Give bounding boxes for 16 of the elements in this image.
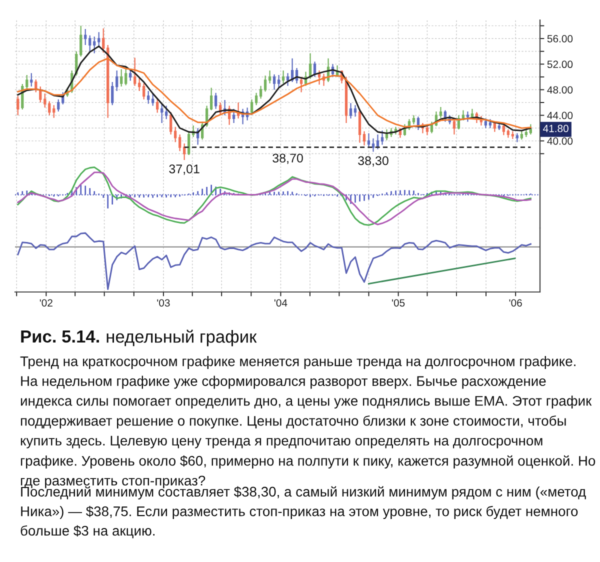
annotation: 38,30 (358, 156, 388, 167)
text: Последний минимум составляет $38,30, а самый низкий минимум рядом с ним («метод Ника») — $38,75. Если разместить стоп-приказ на этом уровне, то риск будет немного больше $3 на акцию. (20, 486, 586, 538)
annotation: 37,01 (169, 164, 200, 175)
x-tick-label: '04 (274, 299, 288, 307)
y-tick-label: 48.00 (547, 86, 573, 94)
y-tick-label: 44.00 (547, 112, 573, 120)
y-tick-label: 52.00 (547, 60, 573, 68)
y-tick-label: 40.00 (547, 137, 573, 145)
x-tick-label: '03 (157, 299, 170, 307)
x-tick-label: '06 (509, 299, 522, 307)
annotation: 38,70 (272, 154, 303, 164)
y-tick-label: 56.00 (547, 35, 573, 42)
x-tick-label: '05 (392, 299, 405, 307)
annotation: 41.80 (543, 124, 568, 132)
x-tick-label: '02 (40, 299, 52, 307)
text: Рис. 5.14. недельный график (21, 330, 257, 346)
